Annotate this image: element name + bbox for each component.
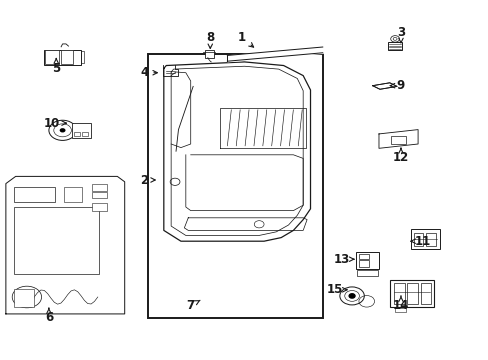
Text: 6: 6 — [45, 308, 53, 324]
Bar — [44, 50, 81, 65]
Text: 12: 12 — [392, 148, 408, 164]
Bar — [61, 50, 73, 64]
Bar — [410, 229, 439, 249]
Text: 7: 7 — [186, 299, 200, 312]
Text: 4: 4 — [140, 66, 157, 79]
Text: 9: 9 — [389, 79, 404, 92]
Bar — [205, 50, 214, 58]
Text: 15: 15 — [326, 283, 346, 296]
Bar — [45, 50, 59, 64]
Bar — [390, 136, 405, 144]
Bar — [407, 283, 417, 304]
Bar — [358, 254, 368, 259]
Text: 14: 14 — [392, 296, 408, 312]
Bar — [356, 270, 378, 276]
Text: 8: 8 — [206, 31, 214, 49]
Text: 1: 1 — [238, 31, 253, 47]
Polygon shape — [378, 130, 417, 148]
Bar — [394, 308, 405, 312]
Bar — [393, 283, 404, 304]
Text: 5: 5 — [52, 59, 60, 75]
Bar — [74, 132, 80, 136]
Bar — [63, 187, 82, 202]
Bar — [426, 233, 435, 246]
Bar — [72, 123, 91, 138]
Bar — [389, 280, 433, 307]
Text: 3: 3 — [396, 26, 404, 43]
Polygon shape — [6, 176, 124, 314]
Bar — [92, 203, 106, 211]
Bar — [355, 252, 379, 269]
Bar — [92, 192, 106, 198]
Bar — [358, 260, 368, 267]
Bar — [14, 207, 99, 274]
Circle shape — [60, 128, 65, 132]
Bar — [387, 42, 402, 50]
Bar — [92, 184, 106, 191]
Text: 2: 2 — [140, 174, 155, 186]
Bar — [420, 283, 430, 304]
Text: 11: 11 — [410, 235, 430, 248]
Bar — [82, 132, 88, 136]
Polygon shape — [372, 83, 396, 89]
Text: 13: 13 — [333, 253, 353, 266]
Bar — [413, 233, 423, 246]
Bar — [14, 187, 55, 202]
Bar — [148, 54, 322, 318]
Text: 10: 10 — [43, 117, 66, 130]
Bar — [14, 289, 34, 307]
Circle shape — [348, 294, 354, 298]
